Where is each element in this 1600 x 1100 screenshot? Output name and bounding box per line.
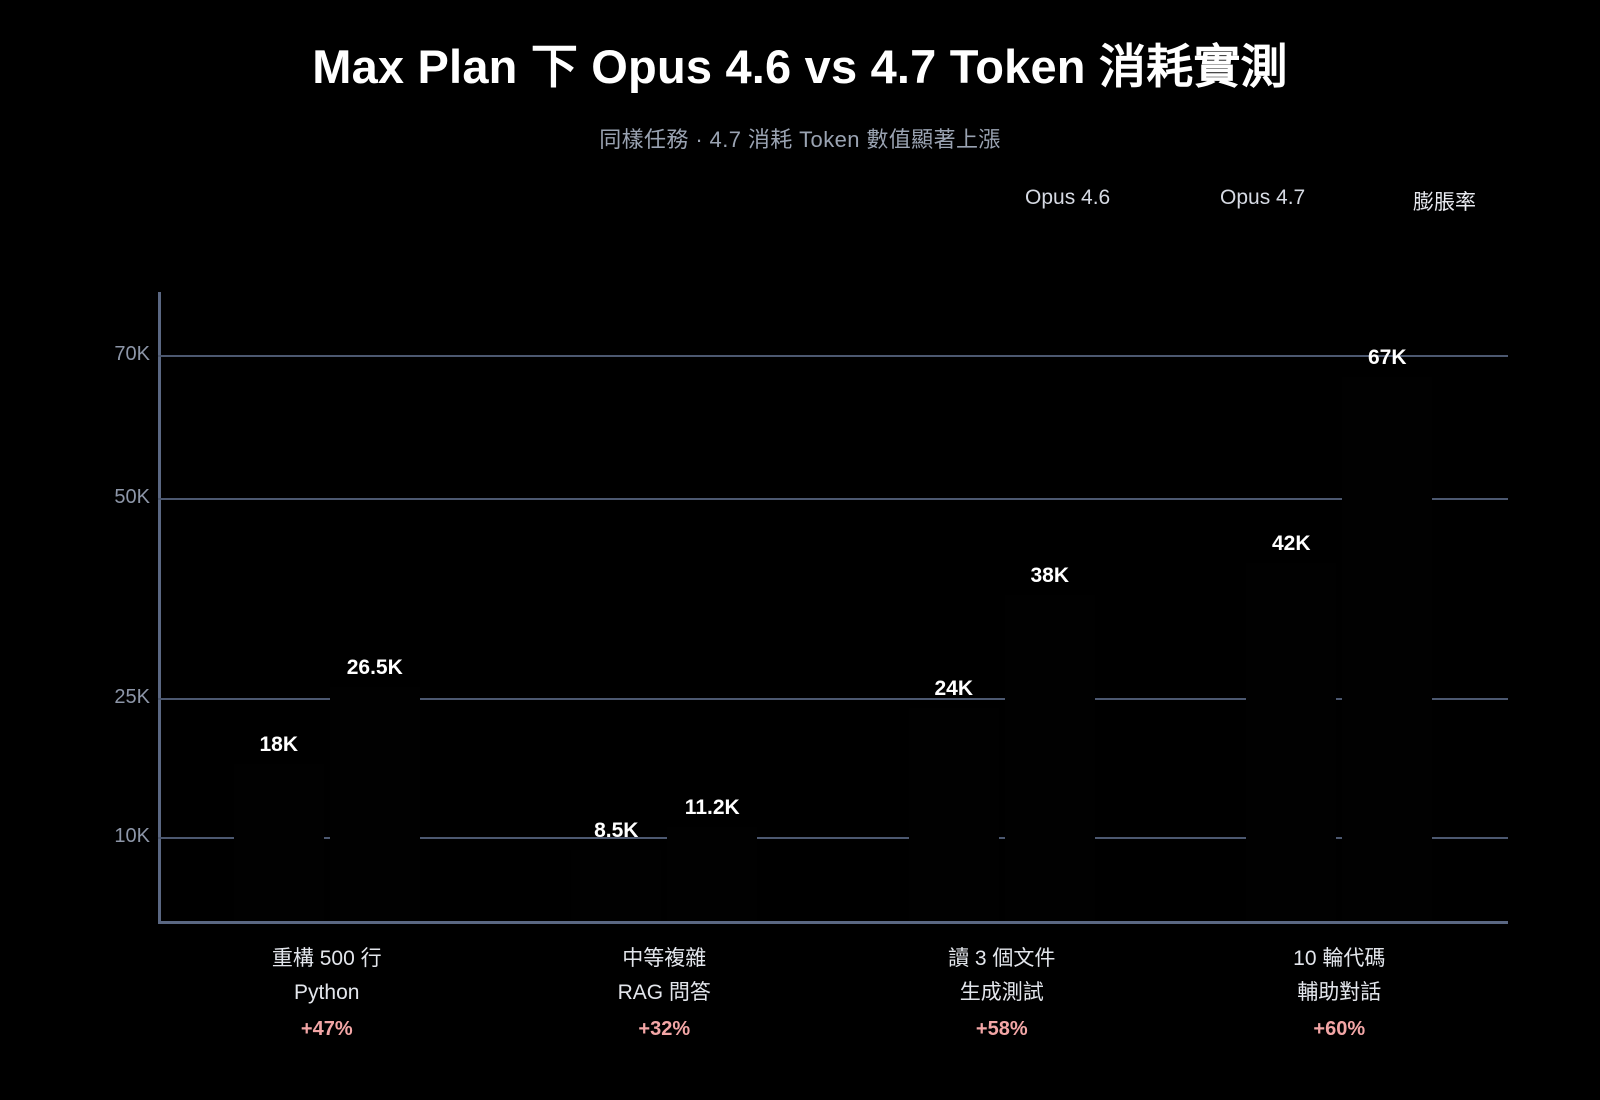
page-title: Max Plan 下 Opus 4.6 vs 4.7 Token 消耗實測	[312, 40, 1288, 93]
x-axis-category-label: 讀 3 個文件 生成測試	[832, 942, 1172, 1009]
category-label-line2: Python	[294, 980, 360, 1004]
gridline	[158, 698, 1508, 700]
page-subtitle: 同樣任務 · 4.7 消耗 Token 數值顯著上漲	[599, 127, 1001, 152]
bar-value-label: 18K	[259, 732, 299, 756]
bar-value-label: 26.5K	[346, 656, 403, 679]
growth-rate-label: +58%	[975, 1018, 1028, 1040]
bar-value-label: 67K	[1367, 346, 1407, 370]
bar-opus-47[interactable]	[667, 826, 758, 921]
growth-rate-label: +32%	[638, 1018, 691, 1040]
bar-value-label: 11.2K	[684, 795, 740, 819]
gridline	[158, 837, 1508, 839]
bar-opus-47[interactable]	[1342, 377, 1433, 921]
bar-value-label: 8.5K	[594, 819, 639, 843]
x-axis-category-label: 重構 500 行 Python	[157, 942, 497, 1009]
legend-item-opus-46[interactable]: Opus 4.6	[1025, 186, 1111, 209]
bar-value-label: 38K	[1030, 564, 1070, 587]
y-axis-tick: 25K	[42, 686, 150, 710]
growth-rate-label: +60%	[1313, 1018, 1366, 1040]
gridline	[158, 355, 1508, 357]
y-axis-tick-label: 70K	[114, 343, 150, 365]
legend: Opus 4.6 Opus 4.7 膨脹率	[0, 186, 1600, 220]
bar-opus-46[interactable]	[908, 708, 999, 921]
category-label-line2: 生成測試	[959, 980, 1044, 1004]
y-axis-tick-label: 10K	[114, 825, 150, 847]
y-axis-tick-label: 50K	[114, 486, 150, 508]
bar-value-label: 24K	[934, 677, 974, 701]
legend-item-opus-47[interactable]: Opus 4.7	[1220, 186, 1306, 209]
bar-value-label: 42K	[1271, 532, 1311, 555]
category-label-line2: RAG 問答	[617, 980, 711, 1004]
category-label-line1: 中等複雜	[622, 947, 707, 970]
x-axis-line	[158, 921, 1508, 924]
category-label-line1: 讀 3 個文件	[948, 947, 1056, 970]
x-axis-category-label: 中等複雜 RAG 問答	[494, 942, 834, 1009]
x-axis-category-label: 10 輪代碼 輔助對話	[1169, 942, 1509, 1009]
bar-opus-46[interactable]	[571, 850, 662, 921]
y-axis-tick: 70K	[42, 343, 150, 367]
y-axis-line	[158, 292, 161, 924]
bar-opus-47[interactable]	[1004, 595, 1095, 921]
bar-opus-46[interactable]	[1246, 563, 1337, 921]
category-label-line2: 輔助對話	[1297, 980, 1382, 1004]
growth-rate-label: +47%	[300, 1018, 353, 1040]
category-label-line1: 10 輪代碼	[1293, 947, 1386, 970]
y-axis-tick: 10K	[42, 825, 150, 849]
y-axis-tick-label: 25K	[114, 686, 150, 708]
bar-opus-46[interactable]	[233, 763, 324, 921]
gridline	[158, 498, 1508, 500]
y-axis-tick: 50K	[42, 486, 150, 510]
bar-opus-47[interactable]	[329, 687, 420, 921]
legend-item-growth-rate[interactable]: 膨脹率	[1413, 191, 1476, 214]
category-label-line1: 重構 500 行	[271, 947, 382, 970]
